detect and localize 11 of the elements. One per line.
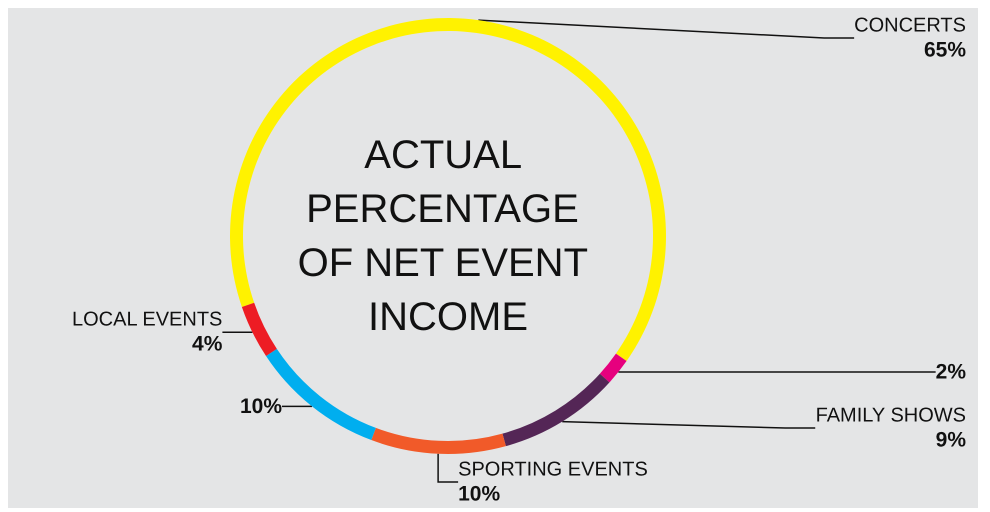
slice-label: CONCERTS — [854, 14, 966, 36]
slice-label: LOCAL EVENTS — [72, 308, 222, 331]
text: ACTUAL PERCENTAGE OF NET EVENT INCOME — [298, 133, 598, 339]
data-label: 10% — [240, 394, 282, 418]
slice-label: FAMILY SHOWS — [816, 404, 966, 427]
data-label: 9% — [936, 428, 966, 452]
slice-label: SPORTING EVENTS — [458, 458, 648, 480]
data-label: 2% — [936, 360, 966, 384]
data-label: 65% — [924, 38, 966, 62]
data-label: 10% — [458, 482, 500, 506]
data-label: 4% — [192, 332, 223, 356]
